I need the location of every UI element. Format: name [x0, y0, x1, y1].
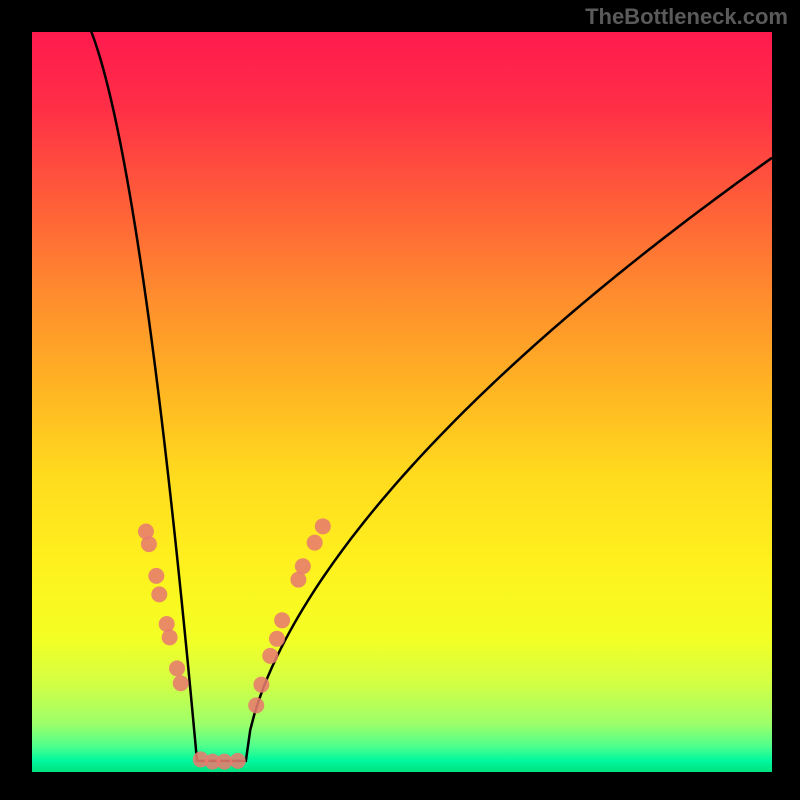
data-marker — [307, 535, 323, 551]
plot-area — [32, 32, 772, 772]
data-marker — [141, 536, 157, 552]
data-marker — [274, 612, 290, 628]
data-marker — [151, 586, 167, 602]
chart-container: TheBottleneck.com — [0, 0, 800, 800]
data-marker — [173, 675, 189, 691]
markers-group — [138, 518, 331, 769]
data-marker — [248, 697, 264, 713]
data-marker — [169, 660, 185, 676]
watermark-text: TheBottleneck.com — [585, 4, 788, 30]
data-marker — [295, 558, 311, 574]
data-marker — [148, 568, 164, 584]
data-marker — [162, 629, 178, 645]
data-marker — [230, 753, 246, 769]
data-marker — [159, 616, 175, 632]
data-marker — [269, 631, 285, 647]
data-marker — [262, 648, 278, 664]
bottleneck-curve — [65, 32, 772, 761]
data-marker — [315, 518, 331, 534]
data-marker — [253, 677, 269, 693]
curve-layer — [32, 32, 772, 772]
